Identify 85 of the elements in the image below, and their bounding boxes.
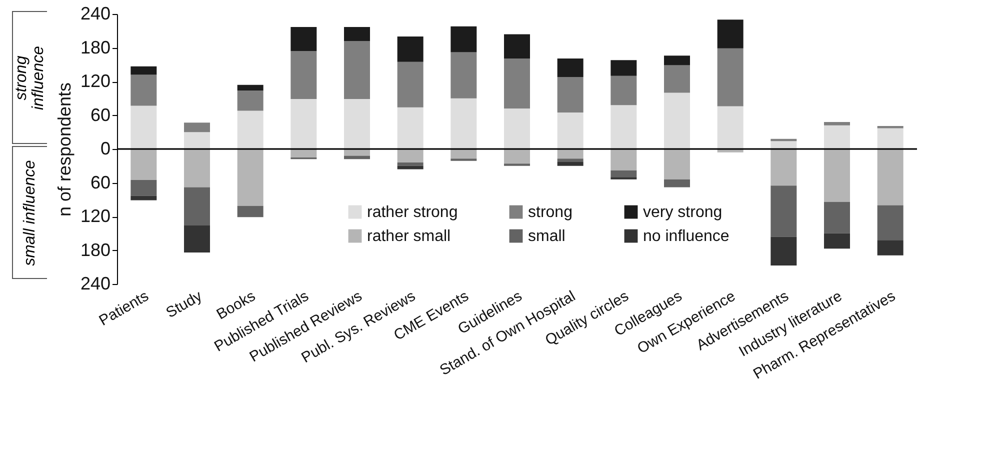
bracket: small influence bbox=[12, 146, 47, 279]
bar bbox=[504, 108, 530, 149]
bar bbox=[610, 105, 637, 149]
bar bbox=[290, 98, 317, 149]
bar bbox=[717, 106, 744, 149]
bar bbox=[237, 90, 264, 111]
x-tick-label: Study bbox=[163, 287, 206, 322]
bar bbox=[397, 107, 424, 149]
y-axis-title: n of respondents bbox=[54, 82, 74, 217]
bar bbox=[450, 52, 477, 98]
bar bbox=[397, 62, 424, 108]
legend-label: rather strong bbox=[367, 204, 458, 221]
bracket: strong influence bbox=[12, 11, 47, 144]
bar bbox=[130, 74, 157, 106]
bar bbox=[397, 149, 424, 162]
bar bbox=[184, 122, 210, 132]
bar bbox=[610, 60, 637, 76]
bar bbox=[877, 149, 904, 206]
bar bbox=[344, 98, 370, 149]
bar bbox=[770, 236, 797, 266]
bar bbox=[610, 76, 637, 106]
bar bbox=[237, 206, 264, 218]
y-tick-label: 180 bbox=[80, 240, 110, 260]
bar bbox=[664, 56, 690, 66]
bar bbox=[610, 149, 637, 170]
bar bbox=[877, 128, 904, 149]
bar bbox=[290, 51, 317, 99]
bar bbox=[664, 179, 690, 188]
bar bbox=[290, 26, 317, 52]
bar bbox=[184, 132, 210, 149]
bar bbox=[610, 170, 637, 178]
y-tick-label: 240 bbox=[80, 4, 110, 24]
bar bbox=[717, 20, 744, 48]
bar bbox=[130, 66, 157, 75]
y-tick-label: 240 bbox=[80, 274, 110, 294]
bar bbox=[397, 36, 424, 62]
bar bbox=[877, 240, 904, 256]
y-tick-label: 60 bbox=[90, 104, 110, 125]
bar bbox=[504, 58, 530, 108]
bar bbox=[344, 26, 370, 41]
bar bbox=[130, 196, 157, 200]
bar bbox=[237, 84, 264, 90]
bar bbox=[557, 112, 584, 149]
legend-label: very strong bbox=[643, 204, 722, 221]
legend-label: small bbox=[528, 228, 566, 245]
bar bbox=[770, 149, 797, 186]
bar bbox=[130, 180, 157, 196]
y-tick-label: 120 bbox=[80, 71, 110, 91]
bar bbox=[824, 125, 850, 149]
bar bbox=[824, 233, 850, 249]
bar bbox=[557, 58, 584, 77]
y-tick-label: 0 bbox=[100, 138, 110, 158]
bar bbox=[344, 41, 370, 99]
bar bbox=[397, 162, 424, 166]
legend-label: no influence bbox=[643, 228, 730, 245]
y-tick-label: 120 bbox=[80, 206, 110, 226]
bar bbox=[184, 149, 210, 188]
bar bbox=[557, 77, 584, 112]
bar bbox=[557, 162, 584, 166]
legend-label: rather small bbox=[367, 228, 451, 245]
bar bbox=[664, 149, 690, 180]
bar bbox=[664, 65, 690, 93]
bar bbox=[184, 187, 210, 226]
bar bbox=[450, 98, 477, 149]
bar bbox=[557, 158, 584, 162]
y-tick-label: 60 bbox=[90, 172, 110, 192]
bar bbox=[824, 149, 850, 202]
bar bbox=[397, 166, 424, 170]
y-tick-label: 180 bbox=[80, 37, 110, 58]
bar bbox=[130, 149, 157, 180]
bar bbox=[237, 149, 264, 206]
bar bbox=[237, 110, 264, 149]
bar bbox=[824, 202, 850, 234]
bar bbox=[130, 106, 157, 149]
legend-label: strong bbox=[528, 204, 572, 221]
bar bbox=[504, 34, 530, 58]
bar bbox=[504, 149, 530, 164]
bar bbox=[664, 92, 690, 149]
bar bbox=[717, 48, 744, 106]
bar bbox=[824, 122, 850, 126]
bar bbox=[770, 186, 797, 237]
bar bbox=[877, 205, 904, 240]
bar bbox=[450, 26, 477, 52]
bar bbox=[770, 141, 797, 149]
bar bbox=[184, 226, 210, 252]
